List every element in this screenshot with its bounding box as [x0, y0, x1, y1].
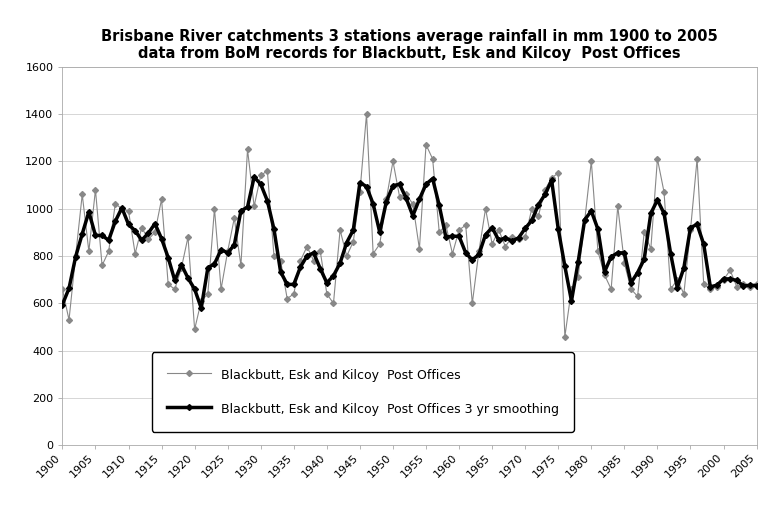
Blackbutt, Esk and Kilcoy  Post Offices 3 yr smoothing — [250, 174, 259, 180]
Blackbutt, Esk and Kilcoy  Post Offices 3 yr smoothing — [77, 231, 87, 237]
Blackbutt, Esk and Kilcoy  Post Offices — [362, 111, 371, 117]
Blackbutt, Esk and Kilcoy  Post Offices 3 yr smoothing — [58, 302, 67, 308]
Blackbutt, Esk and Kilcoy  Post Offices 3 yr smoothing — [672, 285, 682, 291]
Blackbutt, Esk and Kilcoy  Post Offices — [468, 300, 477, 306]
Blackbutt, Esk and Kilcoy  Post Offices — [77, 191, 87, 198]
Legend: Blackbutt, Esk and Kilcoy  Post Offices, Blackbutt, Esk and Kilcoy  Post Offices: Blackbutt, Esk and Kilcoy Post Offices, … — [152, 352, 574, 432]
Blackbutt, Esk and Kilcoy  Post Offices 3 yr smoothing — [474, 251, 484, 258]
Blackbutt, Esk and Kilcoy  Post Offices — [541, 187, 550, 193]
Blackbutt, Esk and Kilcoy  Post Offices 3 yr smoothing — [752, 283, 761, 289]
Blackbutt, Esk and Kilcoy  Post Offices — [672, 276, 682, 283]
Line: Blackbutt, Esk and Kilcoy  Post Offices: Blackbutt, Esk and Kilcoy Post Offices — [60, 112, 759, 338]
Blackbutt, Esk and Kilcoy  Post Offices 3 yr smoothing — [547, 177, 556, 183]
Blackbutt, Esk and Kilcoy  Post Offices 3 yr smoothing — [197, 305, 206, 311]
Blackbutt, Esk and Kilcoy  Post Offices — [58, 286, 67, 292]
Title: Brisbane River catchments 3 stations average rainfall in mm 1900 to 2005
data fr: Brisbane River catchments 3 stations ave… — [101, 29, 718, 61]
Blackbutt, Esk and Kilcoy  Post Offices — [474, 248, 484, 254]
Blackbutt, Esk and Kilcoy  Post Offices — [752, 282, 761, 288]
Line: Blackbutt, Esk and Kilcoy  Post Offices 3 yr smoothing: Blackbutt, Esk and Kilcoy Post Offices 3… — [60, 175, 759, 310]
Blackbutt, Esk and Kilcoy  Post Offices 3 yr smoothing — [520, 225, 530, 231]
Blackbutt, Esk and Kilcoy  Post Offices 3 yr smoothing — [480, 231, 490, 238]
Blackbutt, Esk and Kilcoy  Post Offices — [560, 333, 569, 339]
Blackbutt, Esk and Kilcoy  Post Offices — [514, 237, 523, 243]
